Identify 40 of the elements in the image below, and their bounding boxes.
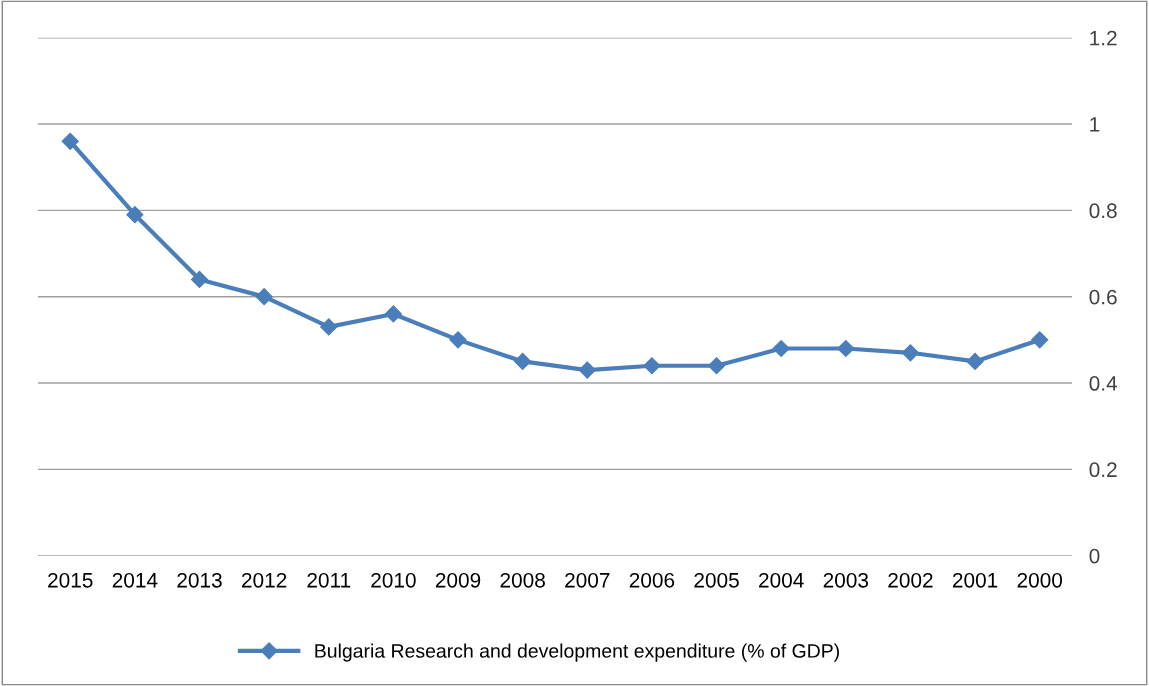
y-tick-label: 0.6 — [1089, 289, 1117, 305]
x-tick-label: 2009 — [435, 572, 481, 588]
x-tick-label: 2008 — [500, 572, 545, 588]
point — [966, 352, 984, 370]
x-tick-label: 2006 — [629, 572, 675, 588]
point — [772, 339, 790, 358]
point — [707, 357, 726, 375]
x-tick-label: 2002 — [888, 572, 933, 588]
point — [384, 305, 402, 323]
x-tick-label: 2003 — [823, 572, 869, 588]
y-tick-label: 1.2 — [1090, 30, 1117, 46]
point — [578, 361, 596, 379]
y-tick-label: 0.4 — [1089, 376, 1118, 391]
point — [320, 318, 338, 336]
x-tick-label: 2001 — [952, 572, 998, 588]
y-tick-label: 0 — [1089, 548, 1100, 564]
x-tick-label: 2013 — [177, 572, 222, 588]
x-tick-label: 2014 — [112, 572, 158, 588]
point — [901, 344, 919, 362]
point — [255, 288, 273, 306]
point — [126, 206, 144, 224]
point — [514, 352, 532, 370]
point — [1031, 331, 1049, 349]
y-tick-label: 1 — [1090, 117, 1100, 132]
point — [837, 339, 855, 358]
point — [643, 357, 661, 375]
y-tick-label: 0.2 — [1089, 462, 1117, 478]
x-tick-label: 2000 — [1017, 572, 1063, 588]
legend-label: Bulgaria Research and development expenditure (% of GDP) — [315, 643, 839, 662]
x-tick-label: 2004 — [759, 572, 804, 588]
point — [61, 132, 79, 150]
point — [449, 331, 467, 349]
x-tick-label: 2011 — [307, 572, 351, 588]
point — [190, 270, 209, 288]
y-tick-label: 0.8 — [1089, 203, 1117, 219]
x-tick-label: 2015 — [48, 572, 93, 588]
x-tick-label: 2007 — [565, 572, 610, 588]
x-tick-label: 2010 — [371, 572, 416, 588]
x-tick-label: 2005 — [694, 572, 739, 588]
x-tick-label: 2012 — [242, 572, 287, 588]
